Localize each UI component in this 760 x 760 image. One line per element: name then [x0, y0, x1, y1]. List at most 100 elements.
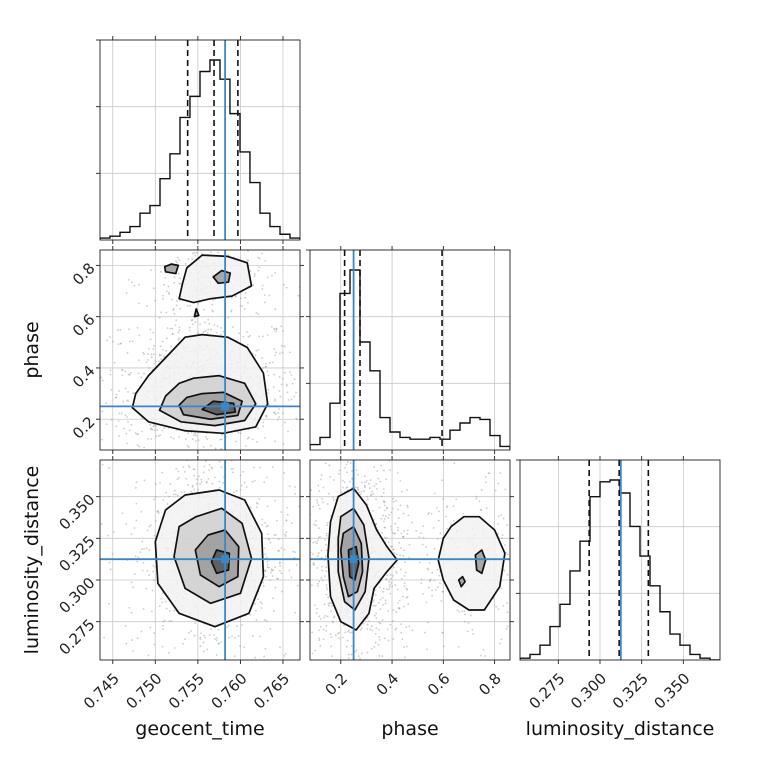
sample-dot	[390, 528, 393, 531]
sample-dot	[258, 335, 261, 338]
sample-dot	[82, 478, 84, 480]
sample-dot	[94, 410, 96, 412]
sample-dot	[257, 256, 260, 259]
sample-dot	[328, 604, 330, 607]
sample-dot	[274, 308, 277, 311]
sample-dot	[300, 445, 302, 447]
sample-dot	[466, 630, 469, 633]
sample-dot	[338, 469, 341, 472]
sample-dot	[216, 325, 219, 328]
sample-dot	[127, 400, 129, 403]
sample-dot	[322, 486, 325, 489]
sample-dot	[312, 561, 315, 564]
sample-dot	[319, 536, 322, 538]
sample-dot	[395, 499, 398, 502]
sample-dot	[400, 631, 403, 634]
sample-dot	[382, 514, 385, 517]
sample-dot	[375, 627, 378, 630]
tick-label-y: 0.6	[69, 310, 99, 340]
sample-dot	[234, 637, 236, 639]
sample-dot	[330, 610, 333, 612]
sample-dot	[124, 414, 127, 417]
contour-line	[158, 374, 257, 427]
sample-dot	[472, 633, 475, 635]
sample-dot	[176, 429, 179, 432]
sample-dot	[188, 466, 191, 469]
sample-dot	[265, 362, 267, 365]
sample-dot	[142, 351, 145, 354]
sample-dot	[378, 636, 381, 638]
axes-frame	[99, 249, 301, 451]
contour-line	[178, 254, 253, 304]
sample-dot	[193, 488, 196, 491]
sample-dot	[399, 479, 402, 482]
sample-dot	[391, 531, 394, 534]
sample-dot	[199, 323, 201, 326]
sample-dot	[480, 489, 483, 491]
sample-dot	[319, 625, 322, 628]
sample-dot	[385, 578, 388, 581]
sample-dot	[213, 457, 215, 459]
sample-dot	[295, 564, 298, 566]
sample-dot	[117, 343, 120, 346]
sample-dot	[246, 437, 249, 440]
sample-dot	[375, 522, 377, 525]
sample-dot	[133, 527, 136, 529]
sample-dot	[392, 619, 394, 622]
sample-dot	[475, 495, 478, 498]
sample-dot	[296, 418, 298, 421]
sample-dot	[176, 300, 178, 302]
sample-dot	[267, 388, 270, 391]
sample-dot	[152, 353, 155, 356]
sample-dot	[263, 655, 266, 658]
sample-dot	[128, 451, 130, 453]
sample-dot	[170, 619, 173, 622]
sample-dot	[255, 609, 257, 612]
sample-dot	[130, 444, 132, 446]
sample-dot	[431, 589, 434, 592]
sample-dot	[463, 620, 466, 623]
sample-dot	[292, 550, 295, 553]
sample-dot	[81, 344, 83, 346]
sample-dot	[165, 349, 168, 352]
sample-dot	[324, 462, 327, 465]
tick-label-y: 0.2	[69, 413, 99, 443]
sample-dot	[143, 454, 145, 456]
tick-label-y: 0.300	[55, 574, 98, 617]
sample-dot	[161, 645, 164, 648]
sample-dot	[146, 304, 148, 307]
sample-dot	[263, 547, 266, 550]
sample-dot	[175, 493, 177, 496]
sample-dot	[178, 337, 180, 339]
sample-dot	[187, 258, 190, 261]
sample-dot	[100, 523, 103, 526]
sample-dot	[193, 634, 196, 637]
sample-dot	[155, 435, 157, 438]
sample-dot	[249, 450, 251, 452]
sample-dot	[396, 454, 398, 456]
sample-dot	[222, 330, 225, 333]
sample-dot	[255, 440, 258, 443]
tick-label-y: 0.4	[69, 362, 99, 392]
sample-dot	[453, 462, 456, 465]
sample-dot	[317, 592, 319, 594]
sample-dot	[229, 439, 231, 441]
sample-dot	[402, 549, 405, 552]
sample-dot	[361, 447, 363, 449]
sample-dot	[204, 672, 206, 674]
sample-dot	[261, 335, 264, 338]
sample-dot	[177, 272, 180, 275]
sample-dot	[178, 435, 181, 438]
sample-dot	[195, 483, 198, 485]
sample-dot	[200, 478, 203, 481]
sample-dot	[350, 653, 353, 656]
sample-dot	[331, 604, 334, 607]
sample-dot	[191, 486, 194, 488]
sample-dot	[411, 629, 414, 632]
sample-dot	[301, 607, 303, 609]
sample-dot	[306, 544, 308, 546]
sample-dot	[237, 431, 240, 434]
sample-dot	[407, 514, 410, 517]
sample-dot	[153, 643, 156, 646]
sample-dot	[187, 484, 190, 486]
